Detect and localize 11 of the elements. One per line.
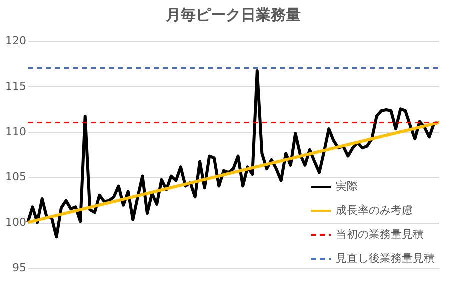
y-tick-label: 120 xyxy=(6,34,26,48)
legend-label: 当初の業務量見積 xyxy=(336,228,424,241)
legend-label: 実際 xyxy=(336,180,358,193)
y-tick-label: 110 xyxy=(6,125,26,138)
y-tick-label: 105 xyxy=(6,170,26,184)
legend-label: 見直し後業務量見積 xyxy=(336,252,435,265)
legend-label: 成長率のみ考慮 xyxy=(336,204,413,217)
y-tick-label: 115 xyxy=(6,80,26,93)
y-tick-label: 95 xyxy=(12,262,26,274)
y-tick-label: 100 xyxy=(6,216,26,230)
chart-title: 月毎ピーク日業務量 xyxy=(165,6,301,24)
